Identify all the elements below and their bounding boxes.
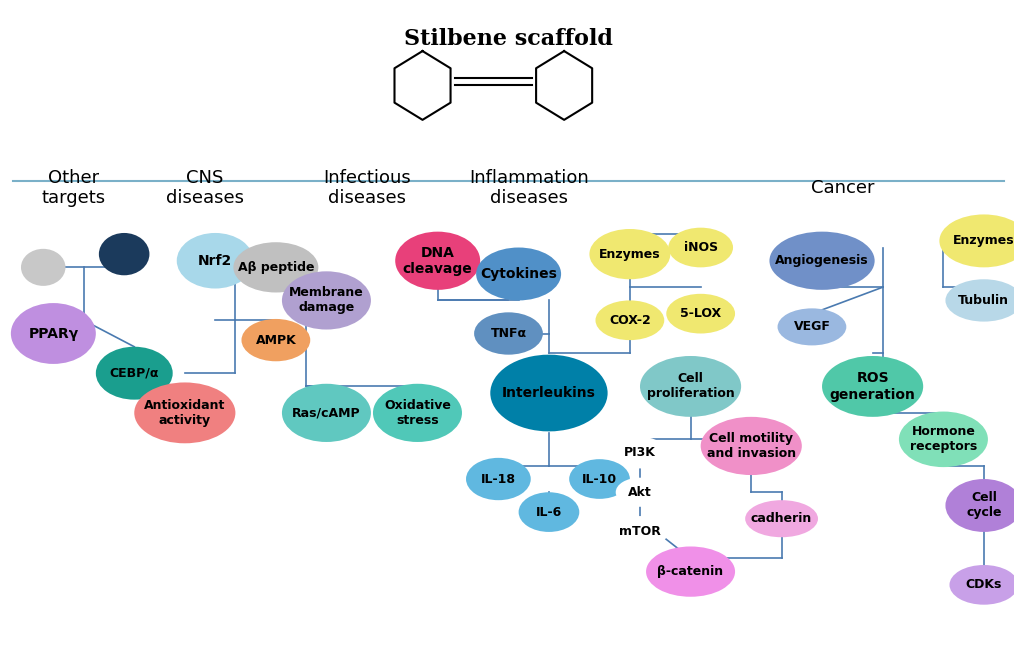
Ellipse shape	[640, 356, 741, 417]
Ellipse shape	[395, 231, 480, 290]
Ellipse shape	[233, 242, 318, 293]
Text: IL-10: IL-10	[582, 472, 617, 486]
Text: PI3K: PI3K	[624, 446, 656, 459]
Ellipse shape	[99, 233, 150, 275]
Text: iNOS: iNOS	[684, 241, 718, 254]
Ellipse shape	[282, 271, 371, 329]
Text: Hormone
receptors: Hormone receptors	[909, 426, 977, 454]
Text: Angiogenesis: Angiogenesis	[775, 254, 868, 267]
Ellipse shape	[615, 478, 665, 507]
Text: mTOR: mTOR	[620, 526, 660, 538]
Text: 5-LOX: 5-LOX	[680, 307, 721, 320]
Ellipse shape	[945, 279, 1022, 321]
Ellipse shape	[899, 412, 988, 467]
Ellipse shape	[596, 300, 665, 340]
Text: VEGF: VEGF	[794, 320, 830, 334]
Text: Nrf2: Nrf2	[198, 253, 232, 267]
Ellipse shape	[20, 249, 66, 286]
Ellipse shape	[769, 231, 874, 290]
Ellipse shape	[476, 247, 561, 300]
Text: Stilbene scaffold: Stilbene scaffold	[404, 28, 613, 50]
Text: β-catenin: β-catenin	[657, 565, 724, 578]
Ellipse shape	[490, 355, 607, 432]
Text: IL-18: IL-18	[481, 472, 516, 486]
Text: Inflammation
diseases: Inflammation diseases	[469, 169, 589, 207]
Text: Aβ peptide: Aβ peptide	[238, 261, 314, 274]
Ellipse shape	[177, 233, 254, 289]
Text: Akt: Akt	[628, 486, 652, 499]
Text: Enzymes: Enzymes	[599, 247, 660, 261]
Text: Membrane
damage: Membrane damage	[289, 286, 364, 314]
Ellipse shape	[945, 479, 1022, 532]
Ellipse shape	[949, 565, 1018, 605]
Text: Interleukins: Interleukins	[502, 386, 596, 400]
Text: Enzymes: Enzymes	[953, 234, 1015, 247]
Ellipse shape	[667, 293, 735, 334]
Text: PPARγ: PPARγ	[29, 327, 79, 340]
Text: Cancer: Cancer	[811, 179, 874, 197]
Ellipse shape	[373, 384, 462, 442]
Text: Ras/cAMP: Ras/cAMP	[292, 406, 360, 420]
Ellipse shape	[96, 347, 173, 400]
Ellipse shape	[613, 437, 667, 468]
Ellipse shape	[569, 459, 630, 499]
Ellipse shape	[11, 303, 96, 364]
Ellipse shape	[939, 214, 1024, 267]
Text: CNS
diseases: CNS diseases	[166, 169, 244, 207]
Ellipse shape	[466, 458, 530, 500]
Ellipse shape	[745, 500, 818, 537]
Text: cadherin: cadherin	[751, 512, 812, 525]
Text: AMPK: AMPK	[256, 334, 296, 347]
Ellipse shape	[669, 227, 733, 267]
Ellipse shape	[700, 417, 802, 475]
Text: TNFα: TNFα	[490, 327, 526, 340]
Text: Cell
cycle: Cell cycle	[966, 492, 1001, 520]
Ellipse shape	[134, 382, 236, 444]
Ellipse shape	[590, 229, 671, 279]
Ellipse shape	[474, 312, 543, 355]
Text: Infectious
diseases: Infectious diseases	[323, 169, 411, 207]
Text: Cytokines: Cytokines	[480, 267, 557, 281]
Text: DNA
cleavage: DNA cleavage	[402, 245, 472, 276]
Ellipse shape	[822, 356, 924, 417]
Text: CDKs: CDKs	[966, 578, 1002, 592]
Text: Antioxidant
activity: Antioxidant activity	[144, 399, 225, 427]
Ellipse shape	[777, 308, 846, 346]
Text: IL-6: IL-6	[536, 506, 562, 518]
Text: Tubulin: Tubulin	[958, 294, 1010, 307]
Ellipse shape	[282, 384, 371, 442]
Text: Other
targets: Other targets	[42, 169, 105, 207]
Ellipse shape	[611, 516, 669, 548]
Ellipse shape	[646, 546, 735, 597]
Ellipse shape	[518, 492, 580, 532]
Text: Oxidative
stress: Oxidative stress	[384, 399, 451, 427]
Text: ROS
generation: ROS generation	[829, 372, 915, 402]
Text: Cell motility
and invasion: Cell motility and invasion	[707, 432, 796, 460]
Text: COX-2: COX-2	[609, 313, 650, 327]
Ellipse shape	[242, 319, 310, 362]
Text: Cell
proliferation: Cell proliferation	[647, 372, 734, 400]
Text: CEBP/α: CEBP/α	[110, 367, 159, 380]
